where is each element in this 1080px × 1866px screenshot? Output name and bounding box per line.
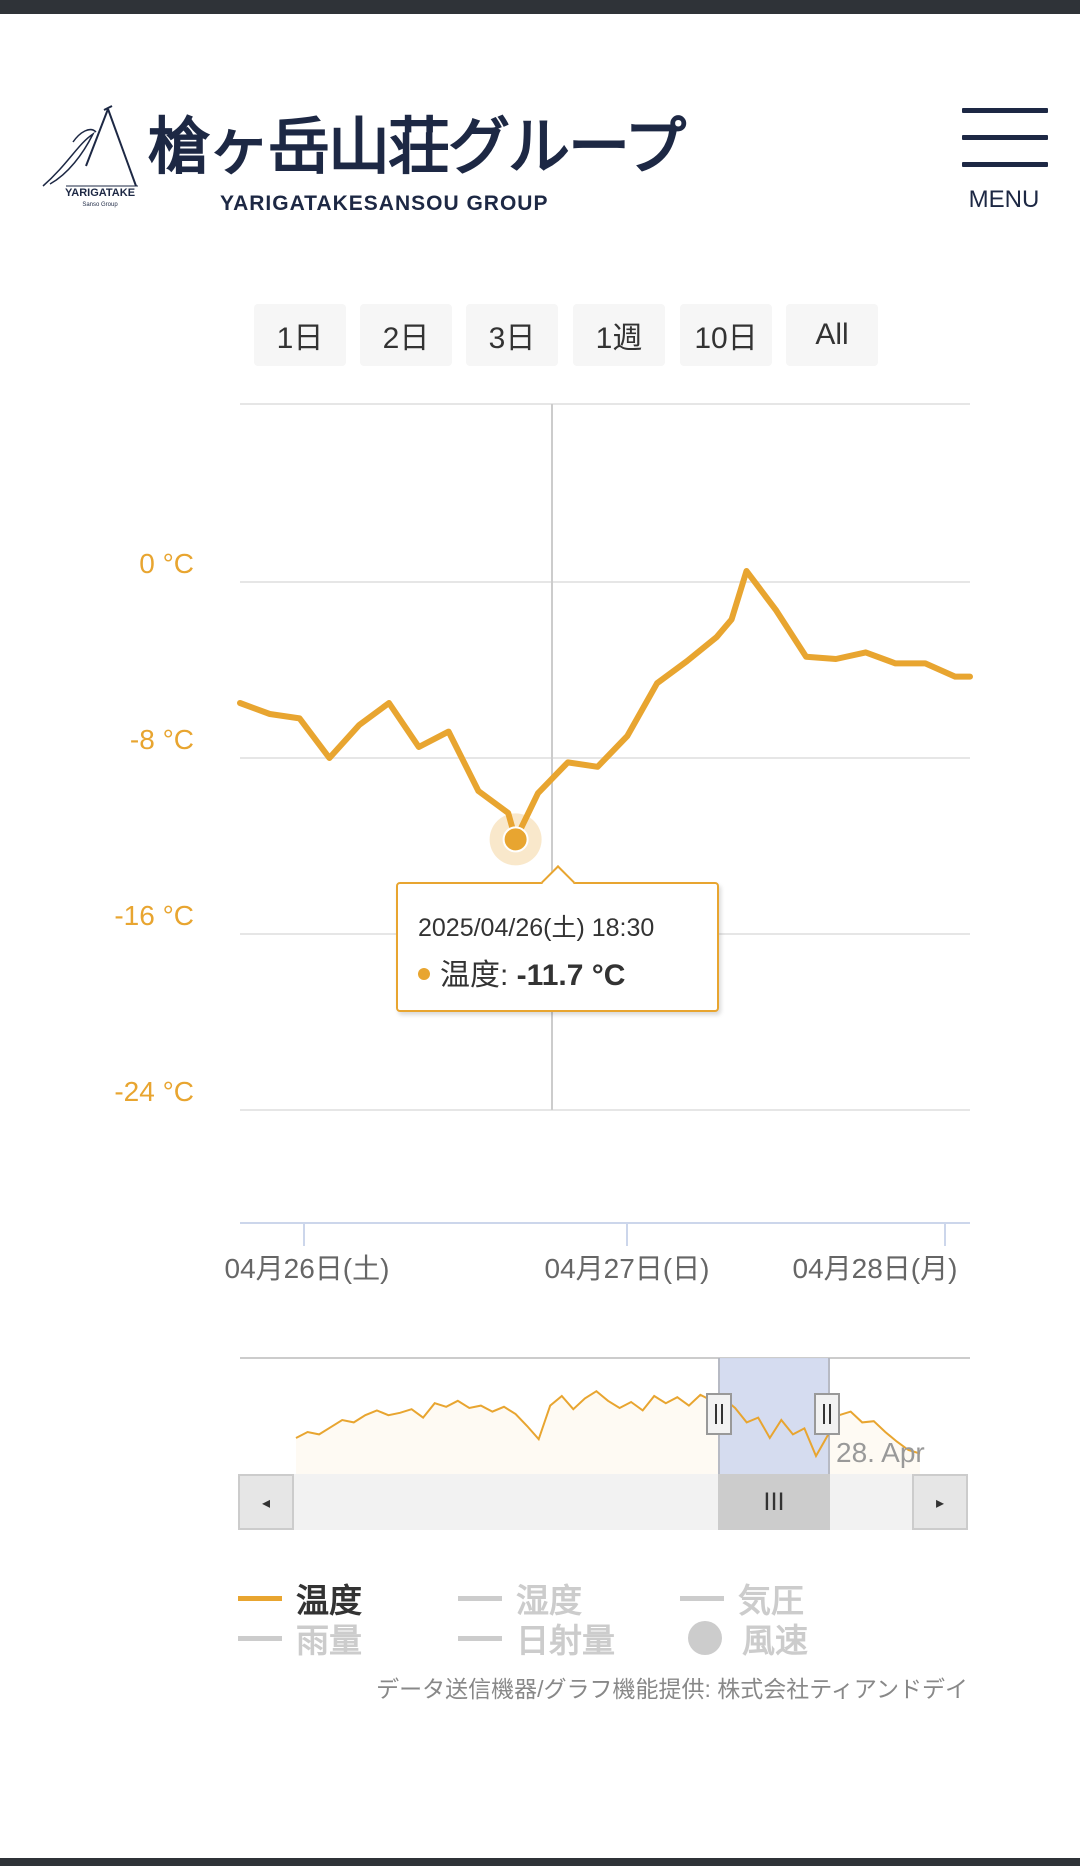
range-button-1week[interactable]: 1週 [573,304,665,366]
legend-label: 日射量 [516,1622,615,1659]
tooltip-series-row: 温度: -11.7 °C [418,950,625,994]
navigator-right-handle[interactable] [814,1393,840,1435]
legend-label: 気圧 [738,1582,804,1619]
navigator-date-label: 28. Apr [836,1437,925,1468]
legend-item-wind-speed[interactable]: 風速 [686,1616,808,1660]
hamburger-icon-bar [962,108,1048,113]
legend-label: 風速 [742,1622,808,1659]
legend-line-icon [238,1595,282,1601]
legend-line-icon [458,1595,502,1601]
legend-dot-icon [688,1621,722,1655]
bottom-strip [0,1858,1080,1866]
x-tick-label: 04月26日(土) [225,1253,390,1284]
hamburger-icon-bar [962,162,1048,167]
range-button-10day[interactable]: 10日 [680,304,772,366]
tooltip-arrow [541,865,575,899]
range-button-1day[interactable]: 1日 [254,304,346,366]
menu-label: MENU [968,186,1040,213]
tooltip-series-label: 温度: [440,959,517,992]
legend-item-pressure[interactable]: 気圧 [680,1576,804,1620]
range-button-all[interactable]: All [786,304,878,366]
series-dot-icon [418,968,430,981]
grip-icon: III [763,1488,785,1516]
logo-text: YARIGATAKE [65,187,135,199]
legend-label: 湿度 [516,1582,582,1619]
navigator[interactable]: 28. Apr [240,1357,970,1474]
legend-item-solar-radiation[interactable]: 日射量 [458,1616,615,1660]
range-button-3day[interactable]: 3日 [466,304,558,366]
tooltip-date: 2025/04/26(土) 18:30 [418,914,655,942]
legend-item-temperature[interactable]: 温度 [238,1576,362,1620]
y-tick-label: 0 °C [139,548,194,579]
legend-line-icon [680,1595,724,1601]
data-credit: データ送信機器/グラフ機能提供: 株式会社ティアンドデイ [376,1676,968,1702]
range-button-2day[interactable]: 2日 [360,304,452,366]
legend-item-humidity[interactable]: 湿度 [458,1576,582,1620]
x-tick-label: 04月27日(日) [545,1253,710,1284]
legend-label: 温度 [296,1582,362,1619]
navigator-left-handle[interactable] [706,1393,732,1435]
logo-subtext: Sanso Group [82,202,118,208]
scrollbar-thumb[interactable]: III [718,1474,830,1530]
y-tick-label: -8 °C [130,724,194,755]
left-arrow-icon: ◂ [261,1492,271,1512]
tooltip: 2025/04/26(土) 18:30 温度: -11.7 °C [396,865,719,1012]
navigator-series-line [295,1389,921,1459]
menu-button[interactable]: MENU [960,108,1048,218]
temperature-series-line[interactable] [237,568,973,843]
x-tick-label: 04月28日(月) [793,1253,958,1284]
brand-name-jp[interactable]: 槍ヶ岳山荘グループ [148,110,686,183]
status-strip [0,0,1080,14]
legend-line-icon [458,1635,502,1641]
legend-item-rainfall[interactable]: 雨量 [238,1616,362,1660]
yarigatake-logo[interactable]: YARIGATAKE Sanso Group [38,104,168,219]
hover-point-marker[interactable] [502,826,529,853]
legend-label: 雨量 [296,1622,362,1659]
scroll-left-button[interactable]: ◂ [238,1474,294,1530]
navigator-selection-mask [718,1358,830,1474]
brand-name-en[interactable]: YARIGATAKESANSOU GROUP [220,192,549,215]
tooltip-value: -11.7 °C [516,959,626,992]
y-tick-label: -24 °C [114,1076,194,1107]
x-axis: 04月26日(土) 04月27日(日) 04月28日(月) [225,1222,970,1284]
y-axis: 0 °C -8 °C -16 °C -24 °C [114,548,194,1107]
scroll-right-button[interactable]: ▸ [912,1474,968,1530]
hamburger-icon-bar [962,135,1048,140]
legend-line-icon [238,1635,282,1641]
y-tick-label: -16 °C [114,900,194,931]
right-arrow-icon: ▸ [935,1492,945,1512]
